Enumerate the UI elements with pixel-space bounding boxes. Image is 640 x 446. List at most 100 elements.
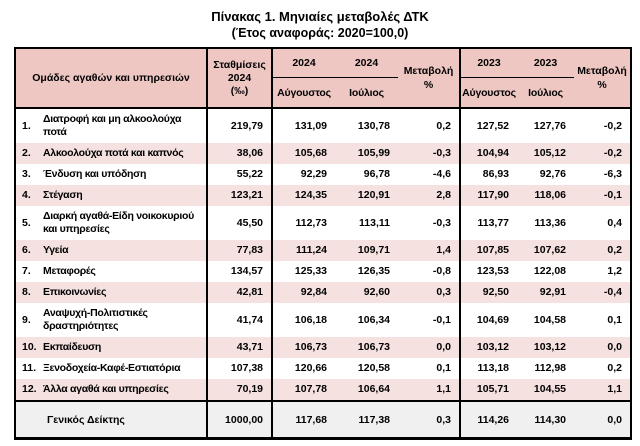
general-index-label: Γενικός Δείκτης — [15, 400, 208, 439]
row-change-2024: 0,0 — [398, 337, 461, 358]
col-header-weights: Σταθμίσεις 2024 (‰) — [206, 48, 273, 108]
row-weight-2024: 38,06 — [206, 143, 273, 164]
general-index-weight: 1000,00 — [206, 400, 273, 439]
row-index-jul-2024: 126,35 — [335, 261, 399, 282]
col-header-year-2024-august: 2024 — [271, 48, 336, 78]
row-category-label: Στέγαση — [42, 185, 208, 206]
row-change-2024: -0,3 — [398, 143, 461, 164]
general-index-row: Γενικός Δείκτης 1000,00 117,68 117,38 0,… — [15, 400, 632, 439]
row-index-jul-2023: 112,98 — [517, 358, 575, 379]
general-index-jul-2024: 117,38 — [335, 400, 399, 439]
row-index-jul-2023: 104,58 — [517, 303, 575, 337]
cpi-monthly-changes-table: Ομάδες αγαθών και υπηρεσιών Σταθμίσεις 2… — [14, 47, 633, 440]
general-index-change-2023: 0,0 — [574, 400, 632, 439]
row-index-jul-2023: 118,06 — [517, 185, 575, 206]
row-change-2023: -0,1 — [574, 185, 632, 206]
row-weight-2024: 123,21 — [206, 185, 273, 206]
row-index-aug-2024: 107,78 — [271, 379, 336, 401]
row-index-aug-2023: 103,12 — [459, 337, 518, 358]
row-number: 11. — [15, 358, 42, 379]
row-weight-2024: 70,19 — [206, 379, 273, 401]
row-change-2024: 1,4 — [398, 240, 461, 261]
row-change-2024: 2,8 — [398, 185, 461, 206]
row-index-aug-2023: 104,69 — [459, 303, 518, 337]
general-index-aug-2023: 114,26 — [459, 400, 518, 439]
row-index-jul-2024: 106,73 — [335, 337, 399, 358]
row-change-2023: -6,3 — [574, 164, 632, 185]
row-index-jul-2023: 104,55 — [517, 379, 575, 401]
row-index-aug-2024: 92,29 — [271, 164, 336, 185]
row-index-aug-2024: 131,09 — [271, 108, 336, 143]
row-index-jul-2023: 92,91 — [517, 282, 575, 303]
row-weight-2024: 134,57 — [206, 261, 273, 282]
row-index-aug-2023: 123,53 — [459, 261, 518, 282]
row-number: 6. — [15, 240, 42, 261]
row-index-aug-2023: 127,52 — [459, 108, 518, 143]
table-row: 7. Μεταφορές 134,57 125,33 126,35 -0,8 1… — [15, 261, 632, 282]
row-change-2023: -0,2 — [574, 143, 632, 164]
row-category-label: Επικοινωνίες — [42, 282, 208, 303]
row-weight-2024: 42,81 — [206, 282, 273, 303]
row-index-jul-2024: 120,91 — [335, 185, 399, 206]
row-index-aug-2023: 113,77 — [459, 206, 518, 240]
row-weight-2024: 77,83 — [206, 240, 273, 261]
row-index-jul-2024: 92,60 — [335, 282, 399, 303]
row-index-aug-2024: 106,73 — [271, 337, 336, 358]
row-index-jul-2023: 113,36 — [517, 206, 575, 240]
col-header-july-2023: Ιούλιος — [517, 77, 575, 108]
table-header: Ομάδες αγαθών και υπηρεσιών Σταθμίσεις 2… — [15, 48, 632, 108]
row-change-2023: -0,2 — [574, 108, 632, 143]
row-category-label: Μεταφορές — [42, 261, 208, 282]
table-row: 10. Εκπαίδευση 43,71 106,73 106,73 0,0 1… — [15, 337, 632, 358]
table-row: 6. Υγεία 77,83 111,24 109,71 1,4 107,85 … — [15, 240, 632, 261]
row-change-2023: 1,2 — [574, 261, 632, 282]
row-change-2024: -4,6 — [398, 164, 461, 185]
table-row: 11. Ξενοδοχεία-Καφέ-Εστιατόρια 107,38 12… — [15, 358, 632, 379]
row-category-label: Αναψυχή-Πολιτιστικές δραστηριότητες — [42, 303, 208, 337]
row-index-jul-2024: 106,34 — [335, 303, 399, 337]
row-number: 1. — [15, 108, 42, 143]
row-number: 5. — [15, 206, 42, 240]
col-header-change-2023: Μεταβολή % — [574, 48, 632, 108]
row-change-2024: 0,3 — [398, 282, 461, 303]
col-header-august-2024: Αύγουστος — [271, 77, 336, 108]
row-change-2023: 0,4 — [574, 206, 632, 240]
row-number: 7. — [15, 261, 42, 282]
row-index-aug-2024: 106,18 — [271, 303, 336, 337]
row-category-label: Υγεία — [42, 240, 208, 261]
row-index-jul-2023: 105,12 — [517, 143, 575, 164]
row-weight-2024: 219,79 — [206, 108, 273, 143]
row-index-aug-2024: 92,84 — [271, 282, 336, 303]
row-index-jul-2024: 109,71 — [335, 240, 399, 261]
table-row: 4. Στέγαση 123,21 124,35 120,91 2,8 117,… — [15, 185, 632, 206]
row-index-jul-2024: 96,78 — [335, 164, 399, 185]
row-index-aug-2024: 105,68 — [271, 143, 336, 164]
row-index-jul-2024: 120,58 — [335, 358, 399, 379]
row-index-aug-2024: 120,66 — [271, 358, 336, 379]
table-row: 3. Ένδυση και υπόδηση 55,22 92,29 96,78 … — [15, 164, 632, 185]
row-change-2023: 0,0 — [574, 337, 632, 358]
row-category-label: Διατροφή και μη αλκοολούχα ποτά — [42, 108, 208, 143]
row-index-jul-2024: 113,11 — [335, 206, 399, 240]
row-change-2023: 0,2 — [574, 358, 632, 379]
row-category-label: Ξενοδοχεία-Καφέ-Εστιατόρια — [42, 358, 208, 379]
table-footer: Γενικός Δείκτης 1000,00 117,68 117,38 0,… — [15, 400, 632, 439]
general-index-jul-2023: 114,30 — [517, 400, 575, 439]
row-category-label: Ένδυση και υπόδηση — [42, 164, 208, 185]
col-header-year-2024-july: 2024 — [335, 48, 399, 78]
row-index-aug-2023: 92,50 — [459, 282, 518, 303]
row-change-2023: 1,1 — [574, 379, 632, 401]
row-category-label: Εκπαίδευση — [42, 337, 208, 358]
row-weight-2024: 107,38 — [206, 358, 273, 379]
col-header-year-2023-july: 2023 — [517, 48, 575, 78]
row-number: 9. — [15, 303, 42, 337]
general-index-change-2024: 0,3 — [398, 400, 461, 439]
row-index-jul-2023: 92,76 — [517, 164, 575, 185]
row-index-aug-2024: 125,33 — [271, 261, 336, 282]
row-change-2024: 0,2 — [398, 108, 461, 143]
table-row: 2. Αλκοολούχα ποτά και καπνός 38,06 105,… — [15, 143, 632, 164]
col-header-year-2023-august: 2023 — [459, 48, 518, 78]
row-number: 4. — [15, 185, 42, 206]
row-change-2023: 0,1 — [574, 303, 632, 337]
row-category-label: Διαρκή αγαθά-Είδη νοικοκυριού και υπηρεσ… — [42, 206, 208, 240]
